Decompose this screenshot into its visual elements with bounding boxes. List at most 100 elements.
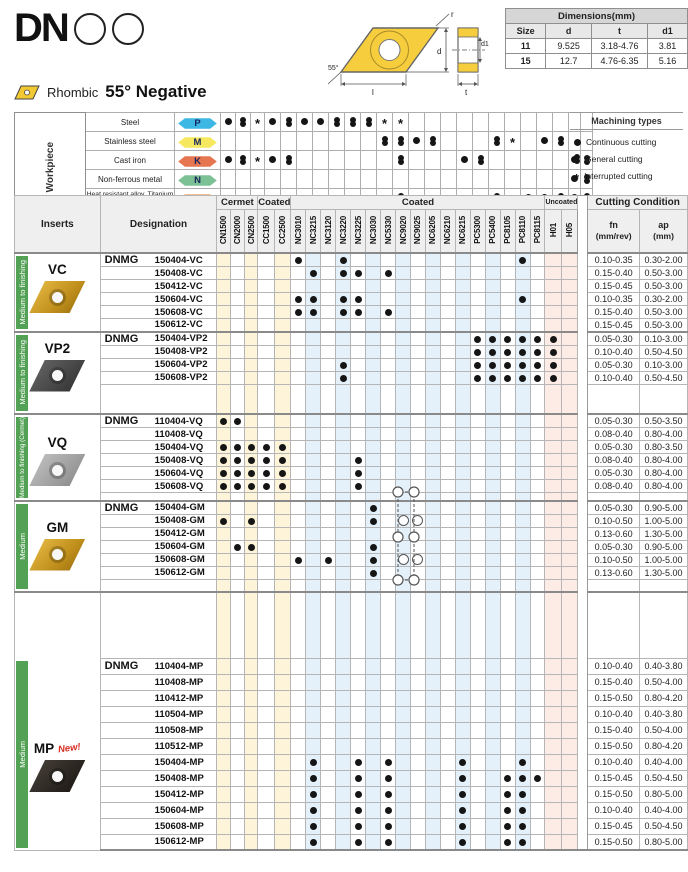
designation-code: 150408-VQ — [154, 454, 204, 466]
grade-cell — [350, 833, 367, 851]
grade-cell — [305, 591, 322, 659]
grade-cell — [484, 357, 501, 372]
workpiece-matrix-cell — [504, 150, 521, 170]
workpiece-matrix-cell — [376, 131, 393, 151]
workpiece-matrix-cell — [520, 112, 537, 132]
grade-cell — [320, 673, 337, 691]
grade-cell — [290, 769, 307, 787]
continuous-cutting-dot — [354, 775, 362, 783]
grade-cell — [410, 413, 426, 428]
continuous-cutting-dot — [339, 374, 347, 382]
cutting-condition-header: Cutting Condition — [587, 195, 688, 210]
block-trailing-empty-row — [15, 578, 688, 593]
grade-cell — [365, 499, 382, 515]
general-cutting-dot — [397, 158, 404, 165]
grade-cell — [380, 705, 397, 723]
grade-cell — [244, 565, 259, 580]
grade-cell — [424, 817, 441, 835]
grade-cell — [305, 526, 322, 541]
grade-cell — [484, 817, 501, 835]
grade-name: NC6205 — [428, 215, 438, 245]
general-cutting-dot — [381, 139, 388, 146]
continuous-cutting-dot — [339, 270, 347, 278]
fn-cell: 0.10-0.50 — [587, 552, 641, 567]
grade-cell — [230, 526, 246, 541]
grade-cell — [273, 330, 292, 346]
general-cutting-dot — [583, 158, 590, 165]
grade-cell — [439, 737, 456, 755]
continuous-cutting-dot — [269, 156, 276, 164]
grade-cell — [560, 453, 579, 467]
designation-cell: 150408-MP — [99, 769, 218, 787]
grade-cell — [560, 539, 579, 554]
inserts-table: Inserts Designation Cermet Coated Coated Unco… — [14, 195, 688, 851]
grade-cell — [560, 305, 579, 319]
workpiece-matrix-cell — [220, 169, 236, 189]
grade-cell — [320, 427, 337, 441]
designation-inner: DNMG 150404-VP2 — [101, 333, 217, 345]
grade-cell — [454, 318, 471, 332]
workpiece-matrix-cell: * — [504, 131, 521, 151]
grade-cell — [335, 318, 352, 332]
insert-row: 110512-MP 0.15-0.50 0.80-4.20 — [15, 737, 688, 755]
designation-inner: 110504-MP — [101, 709, 217, 720]
dim-label-angle: 55° — [328, 64, 339, 72]
continuous-cutting-dot — [247, 457, 255, 465]
ap-cell — [639, 492, 688, 501]
spacer-cell — [577, 527, 589, 540]
insert-row: 150408-VP2 0.10-0.40 0.50-4.50 — [15, 344, 688, 359]
ribbon-text: Medium to finishing — [17, 340, 27, 406]
workpiece-matrix-cell — [360, 150, 377, 170]
grade-cell — [514, 370, 531, 385]
grade-cell — [454, 440, 471, 454]
grade-cell — [273, 305, 292, 319]
grade-cell — [484, 578, 501, 593]
designation-inner: 150408-GM — [101, 515, 217, 526]
grade-cell — [244, 440, 259, 454]
continuous-cutting-dot — [474, 361, 482, 369]
grade-cell — [290, 753, 307, 771]
grade-cell — [350, 499, 367, 515]
designation-cell — [99, 492, 218, 501]
grade-cell — [560, 440, 579, 454]
grade-cell — [424, 279, 441, 293]
grade-cell — [320, 591, 337, 659]
grade-cell — [560, 817, 579, 835]
grade-cell — [305, 292, 322, 306]
grade-cell — [469, 817, 486, 835]
grade-cell — [230, 737, 246, 755]
grade-cell — [257, 383, 275, 415]
grade-cell — [560, 252, 579, 267]
grade-cell — [216, 721, 232, 739]
grade-cell — [560, 737, 579, 755]
grade-cell — [544, 370, 562, 385]
grade-cell — [290, 565, 307, 580]
grade-cell — [257, 833, 275, 851]
grade-cell — [365, 266, 382, 280]
grade-cell — [350, 539, 367, 554]
continuous-cutting-dot — [309, 791, 317, 799]
designation-cell: 150608-MP — [99, 817, 218, 835]
ap-cell: 0.40-4.00 — [639, 801, 688, 819]
grade-column-header: CC1500 — [257, 209, 275, 254]
grade-cell — [529, 785, 546, 803]
continuous-cutting-dot — [519, 791, 527, 799]
insert-row: Medium GM DNMG 150404-GM 0.05-0.30 0.90-5.00 — [14, 499, 688, 593]
application-ribbon: Medium — [16, 661, 28, 848]
continuous-cutting-dot — [339, 361, 347, 369]
grade-cell — [350, 466, 367, 480]
grade-cell — [290, 539, 307, 554]
spacer-cell — [577, 384, 589, 414]
grade-cell — [305, 552, 322, 567]
designation-inner: 150408-MP — [101, 773, 217, 784]
grade-cell — [424, 357, 441, 372]
grade-cell — [424, 737, 441, 755]
grade-cell — [514, 705, 531, 723]
grade-cell — [335, 344, 352, 359]
dim-label-d1: d1 — [481, 41, 489, 48]
workpiece-matrix-cell — [520, 150, 537, 170]
grade-cell — [529, 565, 546, 580]
grade-cell — [365, 769, 382, 787]
grade-cell — [454, 492, 471, 501]
general-cutting-dot — [477, 158, 484, 165]
